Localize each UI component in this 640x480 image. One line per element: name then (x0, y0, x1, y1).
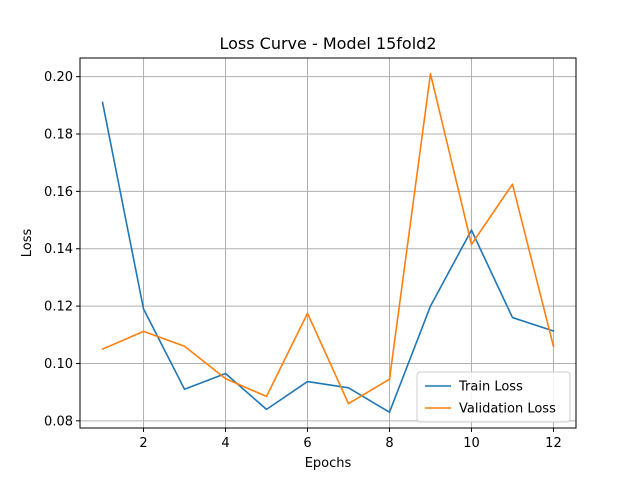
y-axis-title: Loss (20, 229, 35, 258)
y-tick-label: 0.20 (44, 70, 73, 85)
y-tick-label: 0.10 (44, 357, 73, 372)
grid (80, 58, 576, 428)
x-axis-title: Epochs (305, 456, 352, 471)
legend-box (416, 371, 571, 423)
series-line-train-loss (101, 101, 555, 414)
x-tick-label: 10 (463, 436, 480, 451)
x-tick-label: 4 (221, 436, 229, 451)
y-tick-label: 0.18 (44, 128, 73, 143)
axis-ticks: 2 4 6 8 10 12 0.08 0.10 0.12 0.14 0.16 0.18 0.20 (44, 70, 562, 451)
plot-area-frame (79, 57, 577, 429)
x-tick-label: 2 (139, 436, 147, 451)
y-tick-label: 0.08 (44, 414, 73, 429)
series-line-validation-loss (101, 72, 555, 405)
chart-title: Loss Curve - Model 15fold2 (219, 34, 436, 53)
legend: Train Loss Validation Loss (416, 371, 571, 423)
x-tick-label: 8 (385, 436, 393, 451)
y-tick-label: 0.14 (44, 242, 73, 257)
x-tick-label: 12 (545, 436, 562, 451)
series-lines (101, 72, 555, 414)
x-tick-label: 6 (303, 436, 311, 451)
legend-label-train-loss: Train Loss (458, 380, 523, 395)
legend-label-validation-loss: Validation Loss (459, 402, 556, 417)
y-tick-label: 0.16 (44, 185, 73, 200)
y-tick-label: 0.12 (44, 300, 73, 315)
